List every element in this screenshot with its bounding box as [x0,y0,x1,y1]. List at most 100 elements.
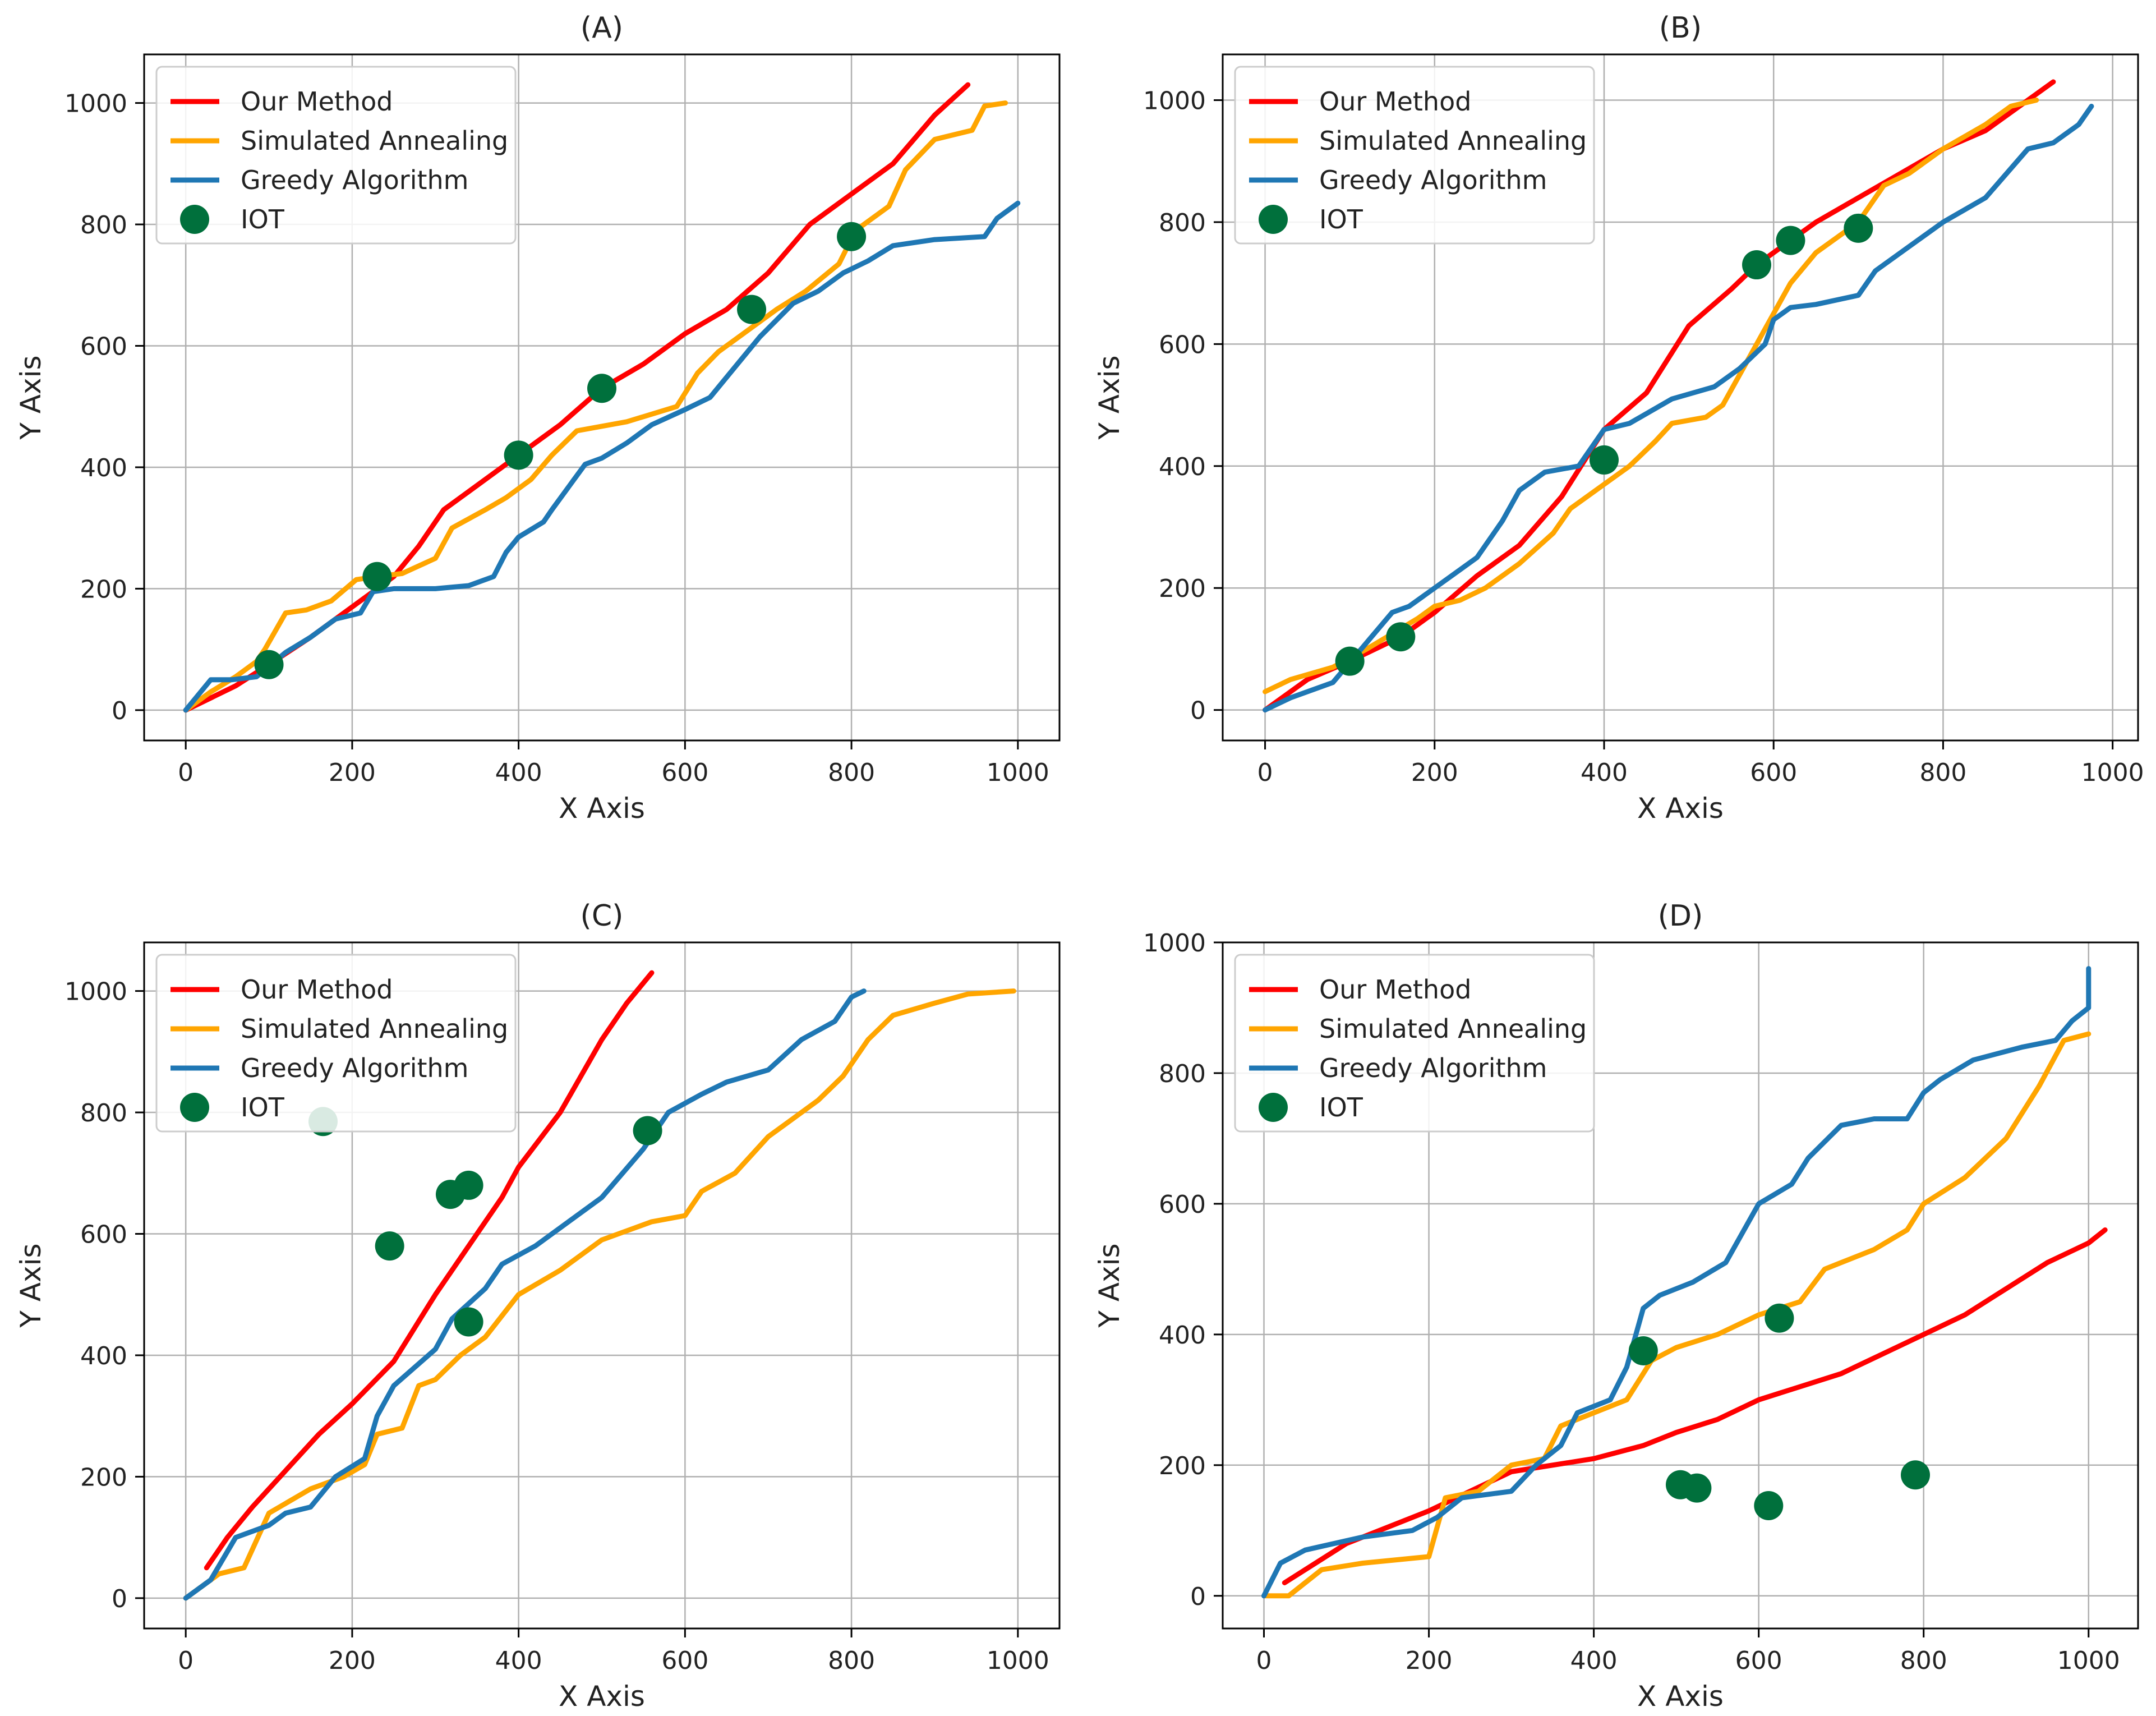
legend-label: Our Method [241,86,393,117]
y-tick-label: 1000 [1143,929,1206,958]
x-tick-label: 600 [661,758,708,787]
iot-point [737,295,767,324]
y-axis-label: Y Axis [1093,1243,1126,1328]
legend-box [155,954,517,1133]
x-tick-label: 800 [828,758,875,787]
panel-title: (B) [1659,11,1702,45]
y-tick-label: 800 [1159,209,1206,237]
axes-frame [1222,941,2139,1630]
iot-point [633,1116,662,1145]
x-tick-label: 400 [495,758,542,787]
axes-frame [1222,53,2139,742]
y-tick-label: 0 [112,1585,127,1613]
plot-area [1263,79,2094,713]
iot-point [1754,1491,1784,1521]
y-axis-label: Y Axis [1093,355,1126,440]
y-tick-label: 600 [1159,1190,1206,1219]
iot-point [1742,250,1771,280]
panel-title: (A) [581,11,623,45]
y-tick-label: 800 [1159,1060,1206,1088]
x-tick-label: 400 [495,1646,542,1675]
series-line-our-method [204,970,655,1571]
iot-point [1386,622,1416,652]
x-tick-label: 200 [1406,1646,1453,1675]
x-tick-label: 600 [1735,1646,1782,1675]
series-line-greedy-algorithm [183,988,867,1601]
panel-c: 0 200 400 600 800 1000 0 200 400 600 800 1000 (C) X A… [15,899,1061,1713]
legend-box [155,66,517,245]
x-tick-label: 0 [178,758,194,787]
iot-point [1765,1303,1794,1333]
x-tick-label: 1000 [2057,1646,2120,1675]
series-line-greedy-algorithm [1261,966,2091,1599]
legend-label: Simulated Annealing [241,126,508,156]
axes-frame [143,53,1061,742]
legend-label: Simulated Annealing [1319,1014,1587,1044]
legend: Our Method Simulated Annealing Greedy Algo… [1234,954,1595,1133]
series-line-simulated-annealing [1261,1031,2091,1599]
y-tick-label: 800 [80,211,127,240]
iot-point [1844,213,1873,243]
legend-label: Our Method [241,974,393,1005]
legend-label: Our Method [1319,86,1471,117]
series-line-simulated-annealing [183,988,1016,1601]
y-tick-label: 200 [80,575,127,604]
y-tick-label: 0 [1190,1582,1206,1611]
iot-point [1776,226,1805,255]
legend-label: Greedy Algorithm [1319,1053,1547,1083]
axes-frame [143,941,1061,1630]
y-tick-label: 0 [112,697,127,725]
x-tick-label: 0 [1257,758,1273,787]
x-tick-label: 1000 [2081,758,2144,787]
panel-d: 0 200 400 600 800 1000 0 200 400 600 800 1000 (D) X A… [1093,899,2139,1713]
iot-point [362,562,392,591]
x-tick-label: 200 [329,758,376,787]
iot-point [1628,1336,1658,1365]
iot-point [1682,1473,1712,1503]
x-tick-label: 600 [1750,758,1797,787]
y-tick-label: 200 [1159,574,1206,603]
panel-a: 0 200 400 600 800 1000 0 200 400 600 800 1000 (A) X A… [15,11,1061,825]
x-tick-label: 800 [1919,758,1966,787]
panel-title: (C) [581,899,624,933]
legend-box [1234,954,1595,1133]
legend: Our Method Simulated Annealing Greedy Algo… [1234,66,1595,245]
iot-point [1901,1460,1931,1490]
legend-box [1234,66,1595,245]
x-tick-label: 800 [1900,1646,1947,1675]
x-tick-label: 600 [661,1646,708,1675]
x-tick-label: 1000 [987,1646,1049,1675]
x-tick-label: 200 [329,1646,376,1675]
x-tick-label: 400 [1570,1646,1618,1675]
legend-label: IOT [1319,1092,1363,1122]
y-tick-label: 600 [80,333,127,361]
legend-label: Simulated Annealing [241,1014,508,1044]
legend-label: IOT [1319,204,1363,234]
legend-marker-iot [1259,205,1288,234]
legend-marker-iot [180,1093,209,1122]
legend: Our Method Simulated Annealing Greedy Algo… [155,66,517,245]
y-tick-label: 800 [80,1099,127,1128]
legend-label: IOT [241,204,285,234]
y-tick-label: 1000 [65,978,127,1006]
iot-point [375,1231,404,1261]
x-axis-label: X Axis [1637,792,1724,825]
legend-marker-iot [1259,1093,1288,1122]
y-tick-label: 200 [1159,1452,1206,1480]
y-tick-label: 400 [1159,1321,1206,1350]
iot-point [1590,445,1619,475]
legend-marker-iot [180,205,209,234]
panel-title: (D) [1658,899,1703,933]
legend-label: Our Method [1319,974,1471,1005]
plot-area [1261,966,2108,1599]
y-tick-label: 600 [80,1221,127,1249]
y-tick-label: 1000 [1143,87,1206,116]
y-tick-label: 400 [1159,453,1206,481]
x-tick-label: 1000 [987,758,1049,787]
iot-point [587,374,616,403]
plot-area [183,82,1021,713]
iot-point [1335,646,1365,676]
iot-point [837,222,867,251]
y-axis-label: Y Axis [15,1243,47,1328]
x-tick-label: 0 [1256,1646,1272,1675]
